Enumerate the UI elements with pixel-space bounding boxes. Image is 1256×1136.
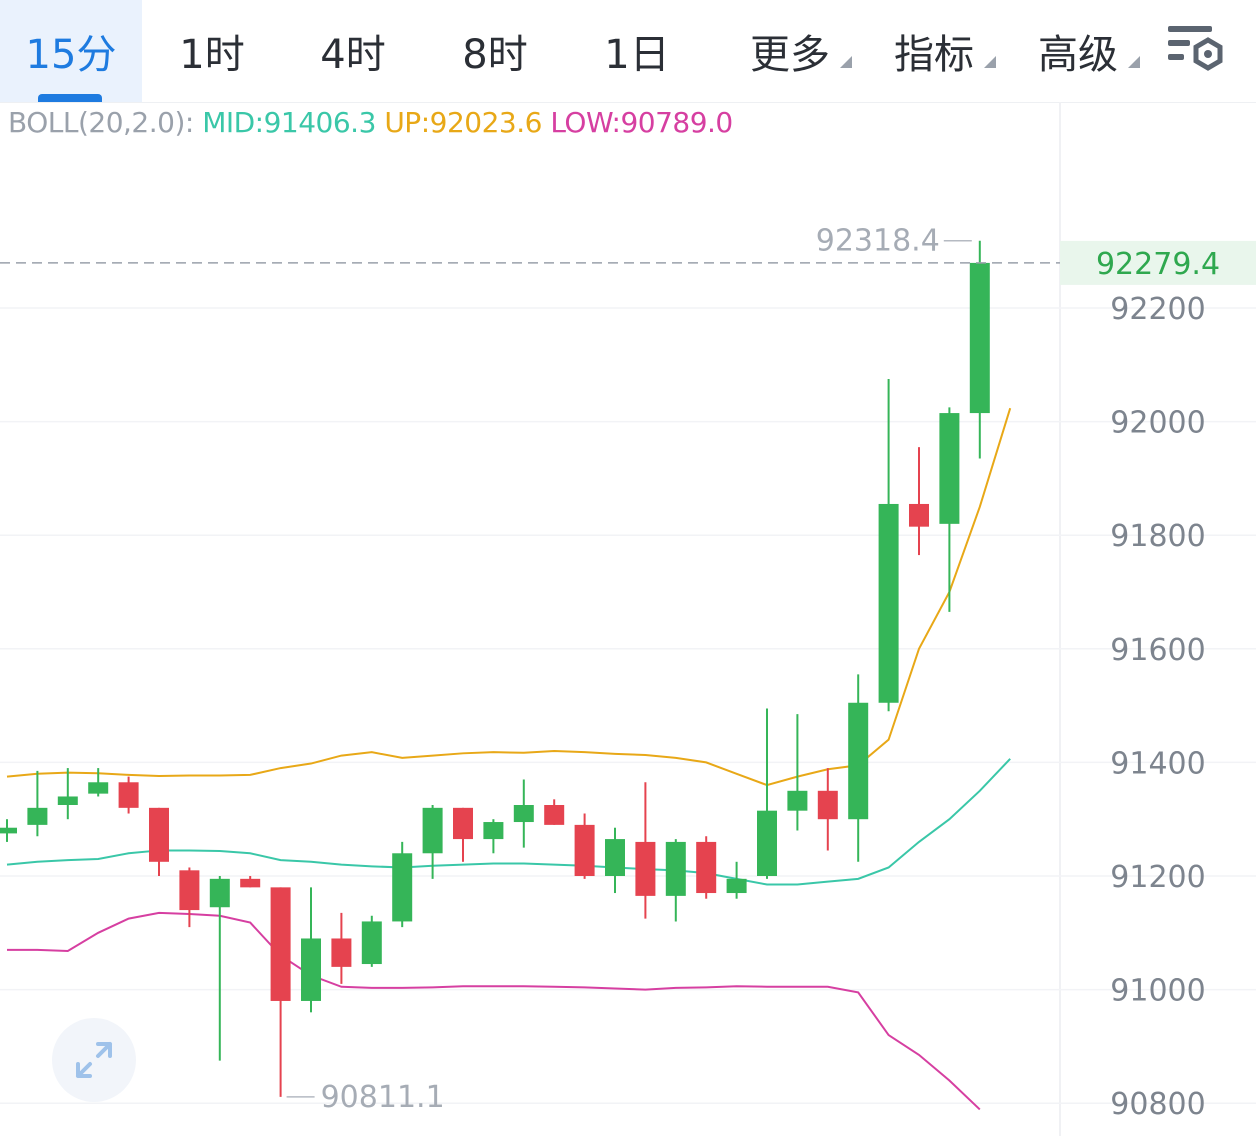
tab-4hour[interactable]: 4时: [282, 0, 424, 102]
last-price-tag: [1060, 240, 1256, 285]
boll-low-value: LOW:90789.0: [550, 106, 733, 139]
y-tick-label: 91800: [1110, 519, 1205, 554]
candle-body: [635, 841, 656, 896]
candle-body: [209, 878, 230, 908]
tab-label: 1日: [604, 32, 670, 78]
candle-body: [605, 839, 625, 876]
more-dropdown[interactable]: 更多: [730, 0, 852, 102]
candle-body: [361, 921, 382, 965]
boll-up-line: [6, 407, 1012, 787]
candle-body: [149, 807, 169, 862]
candle-body: [939, 413, 960, 524]
candle-body: [331, 938, 352, 967]
candle-body: [88, 782, 109, 794]
candle-body: [0, 827, 17, 834]
y-tick-label: 92200: [1110, 292, 1205, 327]
candle-body: [392, 853, 413, 922]
tab-15min[interactable]: 15分: [0, 0, 142, 102]
boll-indicator-readout: BOLL(20,2.0): MID:91406.3 UP:92023.6 LOW…: [8, 106, 733, 139]
low-price-label: 90811.1: [321, 1080, 445, 1115]
candle-body: [696, 841, 717, 894]
boll-mid-value: MID:91406.3: [202, 106, 376, 139]
tab-1hour[interactable]: 1时: [142, 0, 282, 102]
candle-body: [118, 782, 139, 808]
chart-settings-icon[interactable]: [1160, 14, 1232, 86]
candle-body: [787, 790, 808, 811]
indicators-dropdown[interactable]: 指标: [874, 0, 996, 102]
candle-body: [422, 807, 443, 854]
boll-up-value: UP:92023.6: [384, 106, 542, 139]
tab-label: 4时: [320, 32, 386, 78]
candle-body: [726, 878, 747, 894]
y-tick-label: 91000: [1110, 974, 1205, 1009]
interval-tab-bar: 15分 1时 4时 8时 1日 更多 指标 高级: [0, 0, 1256, 103]
expand-arrows-icon: [76, 1042, 112, 1078]
high-price-label: 92318.4: [816, 224, 940, 259]
candle-body: [483, 822, 504, 840]
tab-label: 指标: [894, 32, 974, 78]
tab-label: 1时: [179, 32, 245, 78]
candle-body: [301, 938, 321, 1001]
expand-chart-button[interactable]: [52, 1018, 136, 1102]
candle-body: [817, 790, 838, 820]
tab-label: 15分: [25, 32, 117, 78]
tab-label: 更多: [750, 32, 830, 78]
candle-body: [909, 503, 929, 527]
candle-body: [513, 805, 534, 823]
candle-body: [240, 878, 261, 888]
dropdown-corner-icon: [840, 56, 852, 68]
candle-body: [969, 262, 990, 414]
boll-label: BOLL(20,2.0):: [8, 106, 194, 139]
candle-body: [574, 824, 595, 876]
advanced-dropdown[interactable]: 高级: [1018, 0, 1140, 102]
boll-low-line: [7, 911, 981, 1111]
candle-body: [179, 870, 200, 911]
candle-body: [27, 807, 48, 825]
candle-body: [665, 841, 686, 896]
dropdown-corner-icon: [1128, 56, 1140, 68]
y-tick-label: 91400: [1110, 746, 1205, 781]
candle-body: [848, 702, 869, 820]
tab-label: 高级: [1038, 32, 1118, 78]
active-tab-indicator: [38, 94, 102, 102]
boll-mid-line: [6, 758, 1011, 886]
candle-body: [544, 805, 565, 825]
tab-label: 8时: [462, 32, 528, 78]
y-tick-label: 92000: [1110, 406, 1205, 441]
candle-body: [878, 503, 899, 703]
dropdown-corner-icon: [984, 56, 996, 68]
tab-1day[interactable]: 1日: [566, 0, 708, 102]
y-tick-label: 91200: [1110, 860, 1205, 895]
y-tick-label: 91600: [1110, 633, 1205, 668]
y-tick-label: 90800: [1110, 1087, 1205, 1122]
candle-body: [57, 796, 78, 805]
tab-8hour[interactable]: 8时: [424, 0, 566, 102]
candle-body: [453, 807, 473, 840]
candlestick-chart[interactable]: 92200 92000 91800 91600 91400 91200 91000 90800…: [0, 102, 1256, 1136]
candle-body: [757, 810, 777, 876]
last-price-label: 92279.4: [1096, 247, 1220, 282]
candle-body: [270, 887, 291, 1001]
